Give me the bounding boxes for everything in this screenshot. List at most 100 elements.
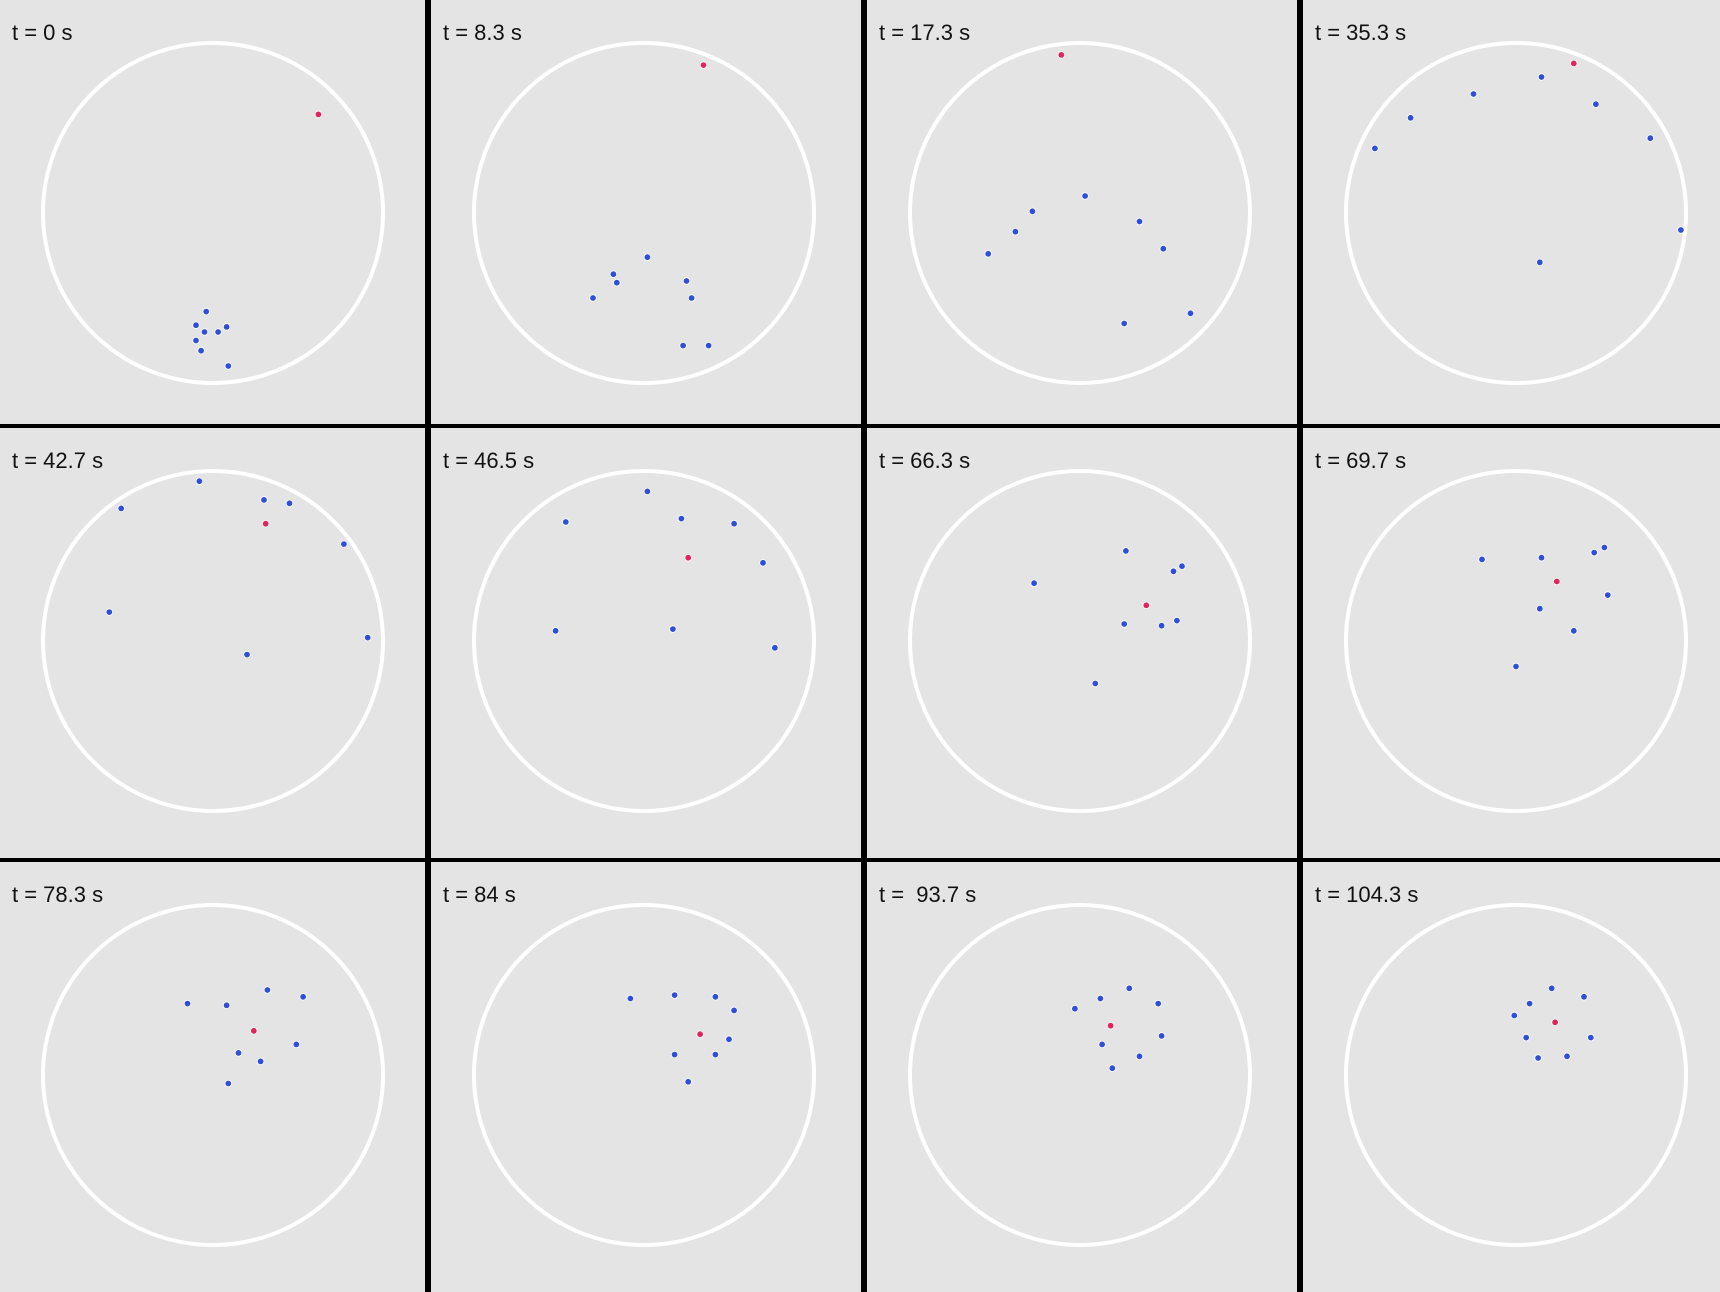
follower-particle: [643, 487, 652, 496]
follower-particle: [195, 477, 204, 485]
time-label: t = 46.5 s: [443, 448, 535, 473]
arena: [1343, 40, 1689, 386]
follower-particle: [1135, 217, 1144, 226]
follower-particle: [984, 250, 992, 258]
leader-particle: [314, 110, 323, 119]
time-label: t = 69.7 s: [1315, 448, 1407, 473]
follower-particle: [1510, 1011, 1518, 1020]
arena: [1343, 468, 1689, 814]
follower-particle: [711, 993, 720, 1001]
follower-particle: [1157, 1032, 1166, 1040]
arena-plot: [41, 41, 385, 385]
follower-particle: [1159, 244, 1167, 253]
arena-boundary: [472, 903, 816, 1247]
snapshot-panel: t = 104.3 s: [1303, 862, 1720, 1292]
arena-plot: [472, 903, 816, 1247]
arena: [40, 468, 386, 814]
arena-plot: [41, 469, 385, 813]
follower-particle: [1154, 999, 1162, 1008]
arena-boundary: [1344, 903, 1688, 1247]
arena-boundary: [908, 469, 1252, 813]
follower-particle: [1570, 627, 1578, 635]
leader-particle: [1106, 1021, 1115, 1030]
snapshot-panel: t = 0 s: [0, 0, 425, 424]
arena-boundary: [472, 469, 816, 813]
time-label: t = 66.3 s: [879, 448, 971, 473]
arena-plot: [1344, 41, 1688, 385]
leader-particle: [1570, 59, 1578, 68]
follower-particle: [1646, 134, 1654, 142]
leader-particle: [261, 520, 270, 528]
time-label: t = 42.7 s: [12, 448, 104, 473]
snapshot-panel: t = 17.3 s: [867, 0, 1297, 424]
leader-particle: [1553, 577, 1561, 586]
follower-particle: [364, 633, 372, 642]
follower-particle: [183, 999, 192, 1008]
follower-particle: [682, 277, 691, 285]
arena-boundary: [41, 903, 385, 1247]
follower-particle: [1525, 999, 1534, 1008]
follower-particle: [1547, 984, 1556, 992]
follower-particle: [224, 1079, 232, 1088]
follower-particle: [704, 341, 713, 350]
follower-particle: [1120, 620, 1128, 628]
follower-particle: [589, 294, 597, 302]
snapshot-panel: t = 93.7 s: [867, 862, 1297, 1292]
follower-particle: [1125, 984, 1133, 992]
arena-boundary: [41, 41, 385, 385]
arena-boundary: [1344, 469, 1688, 813]
follower-particle: [1371, 144, 1379, 153]
follower-particle: [292, 1040, 300, 1049]
follower-particle: [1120, 319, 1128, 328]
follower-particle: [1028, 207, 1037, 215]
follower-particle: [1169, 567, 1178, 575]
time-label: t = 17.3 s: [879, 20, 971, 45]
arena-plot: [1344, 469, 1688, 813]
arena: [40, 40, 386, 386]
follower-particle: [1178, 562, 1186, 570]
follower-particle: [613, 278, 621, 287]
follower-particle: [684, 1078, 692, 1086]
arena-boundary: [1344, 41, 1688, 385]
follower-particle: [1536, 258, 1544, 266]
follower-particle: [1071, 1004, 1079, 1013]
follower-particle: [192, 336, 200, 345]
follower-particle: [1537, 553, 1546, 562]
arena: [471, 902, 817, 1248]
follower-particle: [1157, 621, 1166, 630]
follower-particle: [285, 499, 294, 507]
follower-particle: [1096, 994, 1105, 1003]
leader-particle: [1551, 1018, 1559, 1026]
follower-particle: [609, 270, 618, 278]
follower-particle: [256, 1057, 265, 1066]
follower-particle: [117, 504, 125, 513]
follower-particle: [1512, 662, 1520, 671]
follower-particle: [1011, 227, 1020, 236]
follower-particle: [1592, 100, 1600, 108]
follower-particle: [1406, 114, 1415, 122]
follower-particle: [1600, 543, 1609, 552]
follower-particle: [1122, 547, 1130, 555]
follower-particle: [197, 347, 205, 355]
follower-particle: [260, 496, 268, 504]
arena: [40, 902, 386, 1248]
follower-particle: [687, 294, 696, 302]
arena: [907, 902, 1253, 1248]
follower-particle: [1534, 1054, 1542, 1062]
follower-particle: [1536, 604, 1544, 613]
arena-boundary: [472, 41, 816, 385]
arena-plot: [1344, 903, 1688, 1247]
follower-particle: [711, 1050, 720, 1059]
follower-particle: [670, 991, 679, 999]
follower-particle: [551, 627, 560, 635]
follower-particle: [243, 650, 251, 659]
follower-particle: [1478, 555, 1486, 564]
time-label: t = 35.3 s: [1315, 20, 1407, 45]
follower-particle: [214, 328, 222, 336]
follower-particle: [1587, 1033, 1595, 1042]
arena: [1343, 902, 1689, 1248]
follower-particle: [1098, 1040, 1106, 1049]
follower-particle: [1173, 616, 1181, 625]
arena-boundary: [908, 41, 1252, 385]
follower-particle: [759, 559, 767, 567]
